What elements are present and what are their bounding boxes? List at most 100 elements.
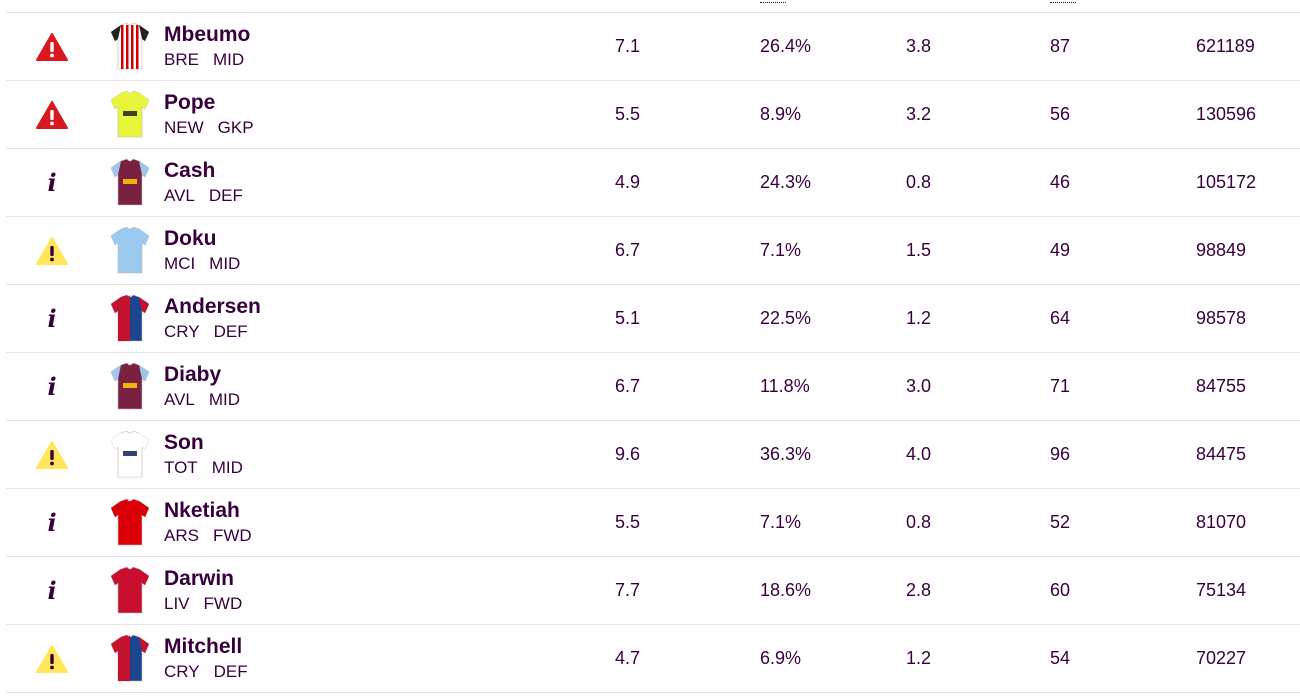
info-icon[interactable]: i [47,168,57,197]
player-position: DEF [213,321,248,341]
price-value: 5.5 [615,512,641,532]
player-name[interactable]: Mbeumo [164,22,251,46]
table-row[interactable]: Doku MCI MID 6.7 7.1% 1.5 49 98849 [6,217,1300,285]
player-team: ARS [164,525,199,545]
liverpool-shirt-icon [111,557,149,624]
form-value: 0.8 [906,172,932,192]
red-alert-icon[interactable] [6,81,98,148]
total-points-value: 60 [1050,580,1071,600]
points-sort-indicator [1050,0,1076,3]
table-row[interactable]: Mbeumo BRE MID 7.1 26.4% 3.8 87 621189 [6,13,1300,81]
player-position: DEF [213,661,248,681]
player-name[interactable]: Doku [164,226,217,250]
player-meta: BRE MID [164,49,244,71]
player-meta: CRY DEF [164,321,248,343]
total-points-value: 54 [1050,648,1071,668]
player-info[interactable]: Darwin LIV FWD [164,557,464,624]
player-info[interactable]: Mbeumo BRE MID [164,13,464,80]
info-icon[interactable]: i [47,304,57,333]
player-position: MID [212,49,245,69]
player-team: CRY [164,661,200,681]
player-team: AVL [164,389,195,409]
selected-by-value: 26.4% [760,36,812,56]
selected-sort-indicator [760,0,786,3]
player-meta: NEW GKP [164,117,254,139]
table-row[interactable]: i Andersen CRY DEF 5.1 22.5% 1.2 64 98578 [6,285,1300,353]
form-value: 2.8 [906,580,932,600]
transfers-value: 81070 [1196,512,1247,532]
player-team: NEW [164,117,204,137]
player-meta: MCI MID [164,253,240,275]
player-info[interactable]: Son TOT MID [164,421,464,488]
yellow-alert-icon[interactable] [6,625,98,692]
price-value: 6.7 [615,376,641,396]
form-value: 1.2 [906,648,932,668]
info-icon[interactable]: i [47,576,57,605]
player-info[interactable]: Nketiah ARS FWD [164,489,464,556]
player-position: MID [211,457,243,477]
price-value: 7.7 [615,580,641,600]
player-name[interactable]: Diaby [164,362,222,386]
player-name[interactable]: Darwin [164,566,235,590]
player-name[interactable]: Son [164,430,204,454]
player-team: LIV [164,593,190,613]
transfers-value: 98849 [1196,240,1247,260]
transfers-value: 84755 [1196,376,1247,396]
table-row[interactable]: i Cash AVL DEF 4.9 24.3% 0.8 46 105172 [6,149,1300,217]
player-name[interactable]: Andersen [164,294,261,318]
form-value: 1.2 [906,308,932,328]
player-info[interactable]: Pope NEW GKP [164,81,464,148]
transfers-value: 70227 [1196,648,1247,668]
price-value: 9.6 [615,444,641,464]
info-icon[interactable]: i [47,508,57,537]
transfers-value: 621189 [1196,36,1255,56]
form-value: 4.0 [906,444,932,464]
player-info[interactable]: Mitchell CRY DEF [164,625,464,692]
yellow-alert-icon[interactable] [6,421,98,488]
table-row[interactable]: i Darwin LIV FWD 7.7 18.6% 2.8 60 75134 [6,557,1300,625]
table-row[interactable]: Mitchell CRY DEF 4.7 6.9% 1.2 54 70227 [6,625,1300,693]
crystal-palace-shirt-icon [111,625,149,692]
info-icon[interactable]: i [47,372,57,401]
total-points-value: 46 [1050,172,1071,192]
newcastle-gk-shirt-icon [111,81,149,148]
aston-villa-shirt-icon [111,353,149,420]
red-alert-icon[interactable] [6,13,98,80]
form-value: 3.0 [906,376,932,396]
player-name[interactable]: Cash [164,158,216,182]
player-name[interactable]: Mitchell [164,634,243,658]
form-value: 3.8 [906,36,932,56]
price-value: 5.1 [615,308,641,328]
selected-by-value: 6.9% [760,648,802,668]
player-name[interactable]: Nketiah [164,498,240,522]
player-meta: AVL MID [164,389,240,411]
player-meta: LIV FWD [164,593,242,615]
player-meta: TOT MID [164,457,243,479]
price-value: 4.7 [615,648,641,668]
selected-by-value: 18.6% [760,580,812,600]
total-points-value: 56 [1050,104,1071,124]
table-row[interactable]: Pope NEW GKP 5.5 8.9% 3.2 56 130596 [6,81,1300,149]
player-meta: CRY DEF [164,661,248,683]
total-points-value: 96 [1050,444,1071,464]
player-info[interactable]: Andersen CRY DEF [164,285,464,352]
selected-by-value: 24.3% [760,172,812,192]
yellow-alert-icon[interactable] [6,217,98,284]
player-position: FWD [212,525,252,545]
total-points-value: 64 [1050,308,1071,328]
table-header-edge [6,0,1300,13]
table-row[interactable]: i Diaby AVL MID 6.7 11.8% 3.0 71 84755 [6,353,1300,421]
tottenham-shirt-icon [111,421,149,488]
player-info[interactable]: Doku MCI MID [164,217,464,284]
transfers-value: 75134 [1196,580,1247,600]
player-info[interactable]: Cash AVL DEF [164,149,464,216]
table-row[interactable]: i Nketiah ARS FWD 5.5 7.1% 0.8 52 81070 [6,489,1300,557]
selected-by-value: 7.1% [760,240,802,260]
price-value: 4.9 [615,172,641,192]
form-value: 0.8 [906,512,932,532]
table-row[interactable]: Son TOT MID 9.6 36.3% 4.0 96 84475 [6,421,1300,489]
player-info[interactable]: Diaby AVL MID [164,353,464,420]
selected-by-value: 22.5% [760,308,812,328]
player-meta: ARS FWD [164,525,252,547]
player-name[interactable]: Pope [164,90,216,114]
